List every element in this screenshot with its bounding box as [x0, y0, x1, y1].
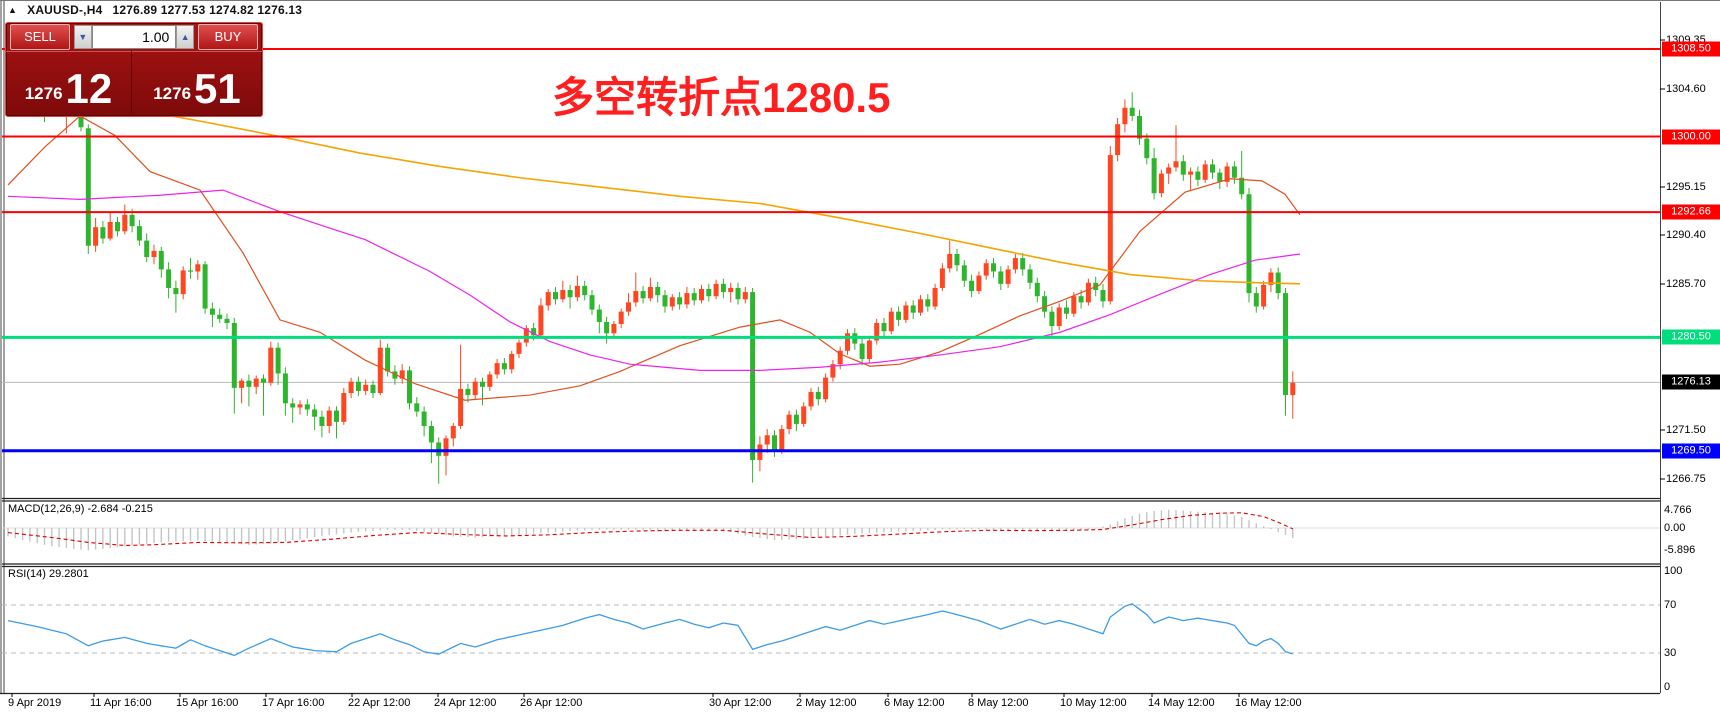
macd-signal-line	[7, 512, 1294, 547]
indicator-axis-label: -5.896	[1664, 544, 1696, 556]
price-axis-label: 1285.70	[1666, 278, 1706, 290]
indicator-axis-label: 30	[1664, 647, 1677, 659]
one-click-trade-panel: SELL ▼ 1.00 ▲ BUY 1276 12 1276 51	[5, 22, 263, 117]
indicator-axis-label: 0	[1664, 681, 1671, 693]
price-level-badge: 1269.50	[1662, 443, 1720, 459]
time-axis-label: 9 Apr 2019	[8, 697, 62, 709]
ma-mid-vermilion	[7, 115, 1301, 401]
macd-indicator-label: MACD(12,26,9) -2.684 -0.215	[8, 503, 153, 515]
ma-slow-orange	[7, 92, 1301, 285]
price-level-badge: 1308.50	[1662, 41, 1720, 57]
horizontal-level-lines	[2, 48, 1660, 453]
time-axis-label: 14 May 12:00	[1148, 697, 1215, 709]
chart-annotation-text: 多空转折点1280.5	[552, 74, 891, 121]
time-axis-label: 30 Apr 12:00	[709, 697, 772, 709]
buy-price-big: 51	[194, 65, 241, 112]
axis-ticks	[11, 39, 1665, 697]
indicator-axis-label: 0.00	[1664, 522, 1686, 534]
moving-average-lines	[7, 92, 1301, 401]
sell-price-panel[interactable]: 1276 12	[6, 51, 132, 116]
buy-button[interactable]: BUY	[197, 24, 258, 50]
price-level-badge: 1280.50	[1662, 329, 1720, 345]
sell-price-small: 1276	[24, 84, 63, 103]
price-level-badge: 1276.13	[1662, 374, 1720, 390]
time-axis-label: 10 May 12:00	[1060, 697, 1127, 709]
price-axis-label: 1290.40	[1666, 229, 1706, 241]
ma-magenta	[7, 189, 1301, 371]
volume-increase-button[interactable]: ▲	[176, 25, 194, 49]
indicator-axis-label: 4.766	[1664, 504, 1692, 516]
price-axis-label: 1304.60	[1666, 83, 1706, 95]
rsi-indicator-label: RSI(14) 29.2801	[8, 568, 89, 580]
buy-price-panel[interactable]: 1276 51	[134, 51, 260, 116]
collapse-panel-icon[interactable]: ▲	[8, 5, 18, 15]
indicator-axis-label: 100	[1664, 565, 1683, 577]
rsi-panel	[2, 603, 1660, 657]
time-axis-label: 2 May 12:00	[796, 697, 857, 709]
chart-frame	[0, 0, 1720, 695]
time-axis-label: 16 May 12:00	[1235, 697, 1302, 709]
symbol-name: XAUUSD-,H4	[27, 3, 103, 17]
sell-button[interactable]: SELL	[10, 24, 70, 50]
price-level-badge: 1300.00	[1662, 129, 1720, 145]
time-axis-label: 15 Apr 16:00	[176, 697, 239, 709]
indicator-axis-label: 70	[1664, 599, 1677, 611]
price-axis-label: 1266.75	[1666, 473, 1706, 485]
volume-decrease-button[interactable]: ▼	[74, 25, 92, 49]
macd-panel	[2, 509, 1660, 551]
time-axis[interactable]: 9 Apr 2019 11 Apr 16:00 15 Apr 16:00 17 Apr…	[0, 694, 1720, 716]
time-axis-label: 26 Apr 12:00	[520, 697, 583, 709]
sell-price-big: 12	[65, 65, 113, 112]
price-level-badge: 1292.66	[1662, 204, 1720, 220]
volume-input[interactable]: 1.00	[91, 25, 177, 49]
time-axis-label: 6 May 12:00	[884, 697, 945, 709]
time-axis-label: 8 May 12:00	[968, 697, 1029, 709]
time-axis-label: 11 Apr 16:00	[90, 697, 152, 709]
time-axis-label: 24 Apr 12:00	[434, 697, 497, 709]
price-axis-label: 1271.50	[1666, 424, 1706, 436]
time-axis-label: 22 Apr 12:00	[348, 697, 411, 709]
trade-controls-row: SELL ▼ 1.00 ▲ BUY	[6, 23, 262, 52]
rsi-line	[7, 603, 1293, 657]
buy-price-small: 1276	[153, 84, 192, 103]
price-axis-label: 1295.15	[1666, 181, 1706, 193]
time-axis-label: 17 Apr 16:00	[262, 697, 325, 709]
symbol-header: ▲ XAUUSD-,H4 1276.89 1277.53 1274.82 127…	[8, 3, 302, 17]
symbol-ohlc-values: 1276.89 1277.53 1274.82 1276.13	[112, 3, 303, 17]
